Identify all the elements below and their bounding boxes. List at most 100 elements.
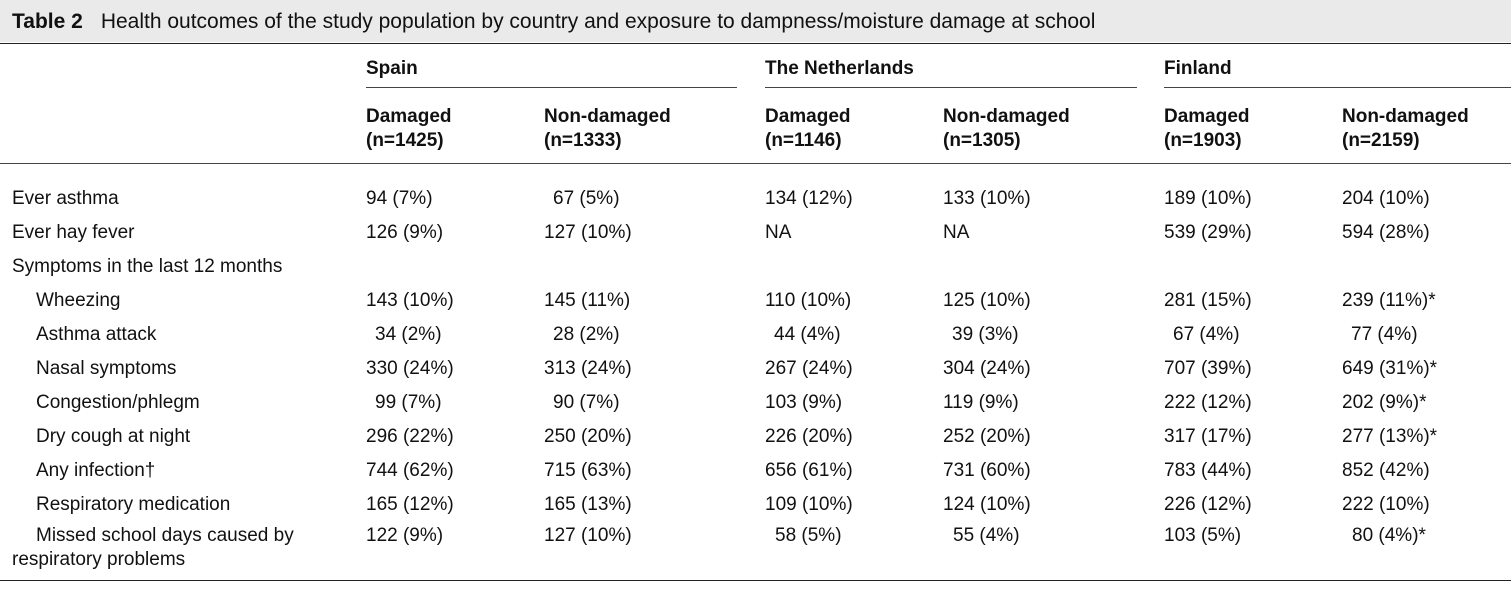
table-cell: 313 (24%): [544, 358, 632, 379]
table-cell: 165 (12%): [366, 494, 454, 515]
table-cell: 124 (10%): [943, 494, 1031, 515]
table-bottom-rule: [0, 580, 1511, 581]
subheader-spain-damaged: Damaged (n=1425): [366, 106, 452, 151]
table-cell: 277 (13%)*: [1342, 426, 1438, 447]
table-caption-band: Table 2 Health outcomes of the study popu…: [0, 0, 1511, 42]
row-group-label: Symptoms in the last 12 months: [12, 256, 283, 277]
subheader-finland-damaged: Damaged (n=1903): [1164, 106, 1250, 151]
table-cell: 317 (17%): [1164, 426, 1252, 447]
table-cell: NA: [943, 222, 970, 243]
table-cell: 127 (10%): [544, 222, 632, 243]
table-cell: 281 (15%): [1164, 290, 1252, 311]
row-label: Congestion/phlegm: [36, 392, 200, 413]
spain-group-rule: [366, 87, 737, 88]
table-row-congestion-phlegm: Congestion/phlegm 99 (7%) 90 (7%) 103 (9…: [0, 385, 1511, 419]
table-cell: 715 (63%): [544, 460, 632, 481]
row-label: Missed school days caused by respiratory…: [12, 525, 294, 570]
table-cell: 594 (28%): [1342, 222, 1430, 243]
table-cell: 134 (12%): [765, 188, 853, 209]
table-cell: 222 (10%): [1342, 494, 1430, 515]
table-cell: 103 (9%): [765, 392, 843, 413]
table-cell: 189 (10%): [1164, 188, 1252, 209]
table-cell: 267 (24%): [765, 358, 853, 379]
table-cell: 80 (4%)*: [1352, 525, 1426, 546]
row-label: Nasal symptoms: [36, 358, 177, 379]
netherlands-group-rule: [765, 87, 1137, 88]
table-cell: 330 (24%): [366, 358, 454, 379]
subheader-finland-non-damaged: Non-damaged (n=2159): [1342, 106, 1469, 151]
subheader-spain-non-damaged: Non-damaged (n=1333): [544, 106, 671, 151]
caption-rule: [0, 43, 1511, 44]
table-cell: 707 (39%): [1164, 358, 1252, 379]
table-cell: 143 (10%): [366, 290, 454, 311]
table-cell: 296 (22%): [366, 426, 454, 447]
table-cell: 239 (11%)*: [1342, 290, 1436, 311]
table-cell: 94 (7%): [366, 188, 433, 209]
table-cell: 122 (9%): [366, 525, 444, 546]
table-cell: 656 (61%): [765, 460, 853, 481]
row-label: Ever hay fever: [12, 222, 135, 243]
table-cell: 127 (10%): [544, 525, 632, 546]
table-cell: 304 (24%): [943, 358, 1031, 379]
table-cell: 55 (4%): [953, 525, 1020, 546]
country-header-finland: Finland: [1164, 58, 1232, 79]
table-cell: 649 (31%)*: [1342, 358, 1438, 379]
country-header-spain: Spain: [366, 58, 418, 79]
table-row-ever-asthma: Ever asthma 94 (7%) 67 (5%) 134 (12%) 13…: [0, 181, 1511, 215]
table-row-wheezing: Wheezing 143 (10%) 145 (11%) 110 (10%) 1…: [0, 283, 1511, 317]
table-cell: 145 (11%): [544, 290, 631, 311]
header-body-rule: [0, 163, 1511, 164]
row-label: Wheezing: [36, 290, 121, 311]
table-cell: 28 (2%): [553, 324, 620, 345]
table-cell: NA: [765, 222, 792, 243]
table-cell: 119 (9%): [943, 392, 1019, 413]
row-label: Respiratory medication: [36, 494, 231, 515]
table-cell: 226 (12%): [1164, 494, 1252, 515]
table-cell: 204 (10%): [1342, 188, 1430, 209]
table-cell: 109 (10%): [765, 494, 853, 515]
table-row-asthma-attack: Asthma attack 34 (2%) 28 (2%) 44 (4%) 39…: [0, 317, 1511, 351]
table-cell: 250 (20%): [544, 426, 632, 447]
table-row-nasal-symptoms: Nasal symptoms 330 (24%) 313 (24%) 267 (…: [0, 351, 1511, 385]
table-cell: 783 (44%): [1164, 460, 1252, 481]
row-label: Dry cough at night: [36, 426, 191, 447]
row-label: Ever asthma: [12, 188, 119, 209]
table-cell: 103 (5%): [1164, 525, 1242, 546]
table-caption: Table 2 Health outcomes of the study popu…: [12, 9, 1095, 35]
country-header-netherlands: The Netherlands: [765, 58, 914, 79]
table-cell: 852 (42%): [1342, 460, 1430, 481]
finland-group-rule: [1164, 87, 1511, 88]
table-cell: 202 (9%)*: [1342, 392, 1427, 413]
table-cell: 77 (4%): [1351, 324, 1418, 345]
table-cell: 99 (7%): [375, 392, 442, 413]
table-cell: 744 (62%): [366, 460, 454, 481]
table-title: Health outcomes of the study population …: [100, 10, 1096, 33]
table-cell: 731 (60%): [943, 460, 1031, 481]
table-cell: 539 (29%): [1164, 222, 1252, 243]
table-cell: 252 (20%): [943, 426, 1031, 447]
subheader-netherlands-non-damaged: Non-damaged (n=1305): [943, 106, 1070, 151]
table-cell: 165 (13%): [544, 494, 632, 515]
table-cell: 133 (10%): [943, 188, 1031, 209]
table-cell: 226 (20%): [765, 426, 853, 447]
table-cell: 222 (12%): [1164, 392, 1252, 413]
table-row-ever-hay-fever: Ever hay fever 126 (9%) 127 (10%) NA NA …: [0, 215, 1511, 249]
table-number: Table 2: [12, 10, 83, 33]
table-row-missed-school-days: Missed school days caused by respiratory…: [0, 518, 1511, 574]
table-cell: 44 (4%): [774, 324, 841, 345]
row-label: Asthma attack: [36, 324, 157, 345]
table-row-any-infection: Any infection† 744 (62%) 715 (63%) 656 (…: [0, 453, 1511, 487]
table-cell: 126 (9%): [366, 222, 444, 243]
table-cell: 90 (7%): [553, 392, 620, 413]
table-cell: 110 (10%): [765, 290, 852, 311]
table-row-dry-cough-at-night: Dry cough at night 296 (22%) 250 (20%) 2…: [0, 419, 1511, 453]
table-cell: 39 (3%): [952, 324, 1019, 345]
table-cell: 67 (4%): [1173, 324, 1240, 345]
subheader-netherlands-damaged: Damaged (n=1146): [765, 106, 851, 151]
row-label: Any infection†: [36, 460, 156, 481]
table-cell: 67 (5%): [553, 188, 620, 209]
table-cell: 34 (2%): [375, 324, 442, 345]
table-cell: 58 (5%): [775, 525, 842, 546]
table-row-respiratory-medication: Respiratory medication 165 (12%) 165 (13…: [0, 487, 1511, 521]
table-row-symptoms-heading: Symptoms in the last 12 months: [0, 249, 1511, 283]
